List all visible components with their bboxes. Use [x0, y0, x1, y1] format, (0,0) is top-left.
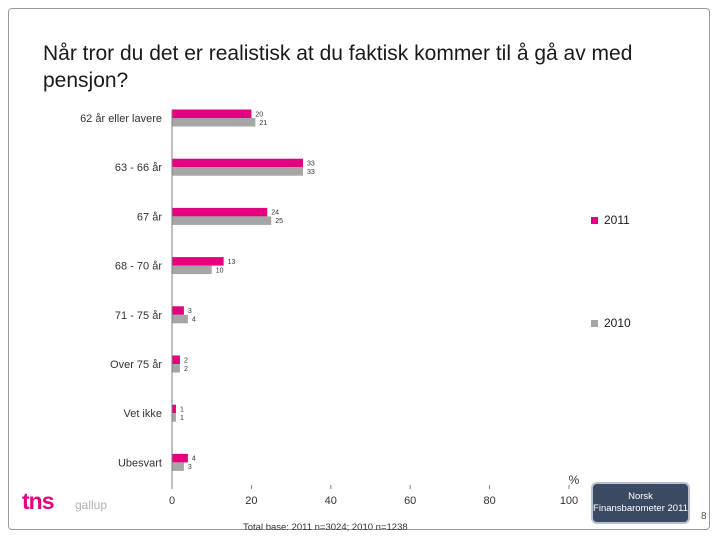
bar-2010	[172, 265, 212, 275]
x-tick-label: 20	[245, 495, 257, 507]
logo-sub: gallup	[75, 498, 108, 512]
bar-2011	[172, 207, 268, 217]
bar-2010	[172, 167, 304, 176]
legend-swatch-2010	[591, 320, 598, 327]
category-label: 67 år	[137, 211, 162, 223]
data-label-2010: 1	[180, 415, 184, 422]
bar-2011	[172, 306, 184, 315]
x-tick-label: 80	[483, 495, 495, 507]
x-unit-label: %	[569, 473, 580, 487]
bar-2010	[172, 118, 256, 127]
x-tick-label: 60	[404, 495, 416, 507]
data-label-2010: 3	[188, 464, 192, 471]
bar-2011	[172, 355, 180, 364]
chart-title: Når tror du det er realistisk at du fakt…	[43, 42, 633, 92]
data-label-2011: 1	[180, 406, 184, 413]
x-tick-label: 100	[560, 495, 578, 507]
data-label-2010: 21	[259, 120, 267, 127]
data-label-2010: 33	[307, 169, 315, 176]
data-label-2010: 2	[184, 366, 188, 373]
data-label-2011: 20	[255, 111, 263, 118]
bar-2010	[172, 413, 176, 422]
finansbarometer-badge: Norsk Finansbarometer 2011	[591, 482, 690, 524]
category-label: 68 - 70 år	[115, 261, 162, 273]
bar-2011	[172, 158, 304, 168]
data-label-2011: 2	[184, 357, 188, 364]
data-label-2010: 4	[192, 317, 196, 324]
category-label: Vet ikke	[123, 408, 162, 420]
data-label-2011: 13	[228, 259, 236, 266]
data-label-2011: 3	[188, 308, 192, 315]
category-labels-layer: 62 år eller lavere 63 - 66 år 67 år 68 - 70…	[80, 113, 162, 469]
badge-line-2: Finansbarometer 2011	[593, 503, 688, 514]
bar-2010	[172, 216, 272, 225]
bar-2010	[172, 462, 184, 471]
data-label-2010: 25	[275, 218, 283, 225]
data-label-2010: 10	[216, 267, 224, 274]
bar-2010	[172, 314, 188, 324]
data-label-2011: 4	[192, 456, 196, 463]
x-axis: 0 20 40 60 80 100%	[169, 110, 580, 507]
bar-2010	[172, 364, 180, 373]
category-label: 71 - 75 år	[115, 310, 162, 322]
legend-swatch-2011	[591, 217, 598, 224]
logo-mark: tns	[22, 488, 54, 514]
base-note: Total base: 2011 n=3024; 2010 n=1238	[243, 522, 408, 533]
badge-line-1: Norsk	[628, 491, 653, 502]
category-label: Over 75 år	[110, 359, 162, 371]
legend: 2011 2010	[591, 213, 631, 330]
legend-label-2010: 2010	[604, 316, 631, 330]
x-tick-label: 40	[325, 495, 337, 507]
category-label: 63 - 66 år	[115, 162, 162, 174]
category-label: 62 år eller lavere	[80, 113, 162, 125]
page-number: 8	[701, 511, 707, 522]
x-tick-label: 0	[169, 495, 175, 507]
bar-2011	[172, 453, 188, 463]
legend-label-2011: 2011	[604, 213, 630, 227]
data-label-2011: 24	[271, 210, 279, 217]
bar-2011	[172, 257, 224, 266]
category-label: Ubesvart	[118, 457, 162, 469]
bar-2011	[172, 109, 252, 118]
tns-gallup-logo: tns gallup	[22, 484, 142, 524]
data-label-2011: 33	[307, 160, 315, 167]
slide-frame	[8, 8, 710, 530]
bar-2011	[172, 404, 176, 414]
